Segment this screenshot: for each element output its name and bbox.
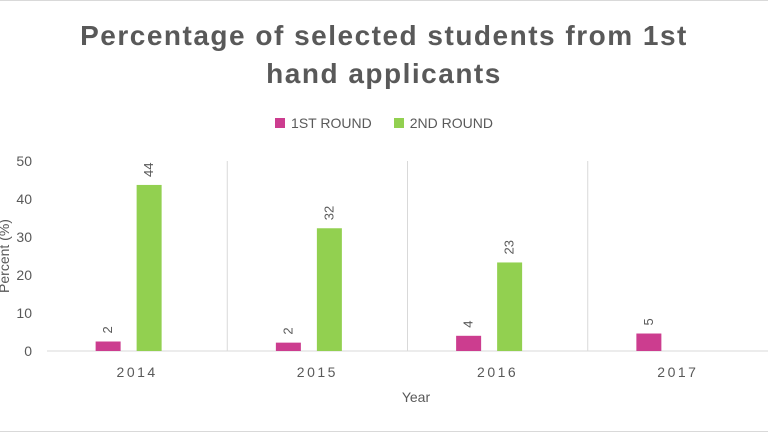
y-axis-title: Percent (%) xyxy=(0,219,12,293)
y-tick-label: 40 xyxy=(16,191,32,207)
data-label: 32 xyxy=(321,206,336,220)
data-label: 5 xyxy=(641,318,656,325)
bar-2nd-round xyxy=(136,184,162,351)
y-tick-label: 10 xyxy=(16,305,32,321)
data-label: 23 xyxy=(502,240,517,254)
legend-item-1st-round: 1ST ROUND xyxy=(275,115,372,131)
y-tick-label: 30 xyxy=(16,229,32,245)
chart-title-line1: Percentage of selected students from 1st xyxy=(80,20,688,51)
x-axis-title: Year xyxy=(402,389,431,405)
x-tick-label: 2015 xyxy=(297,364,338,380)
x-tick-label: 2014 xyxy=(117,364,158,380)
bar-2nd-round xyxy=(316,228,342,351)
bar-1st-round xyxy=(636,333,662,351)
bar-1st-round xyxy=(456,335,482,351)
x-tick-label: 2017 xyxy=(657,364,698,380)
data-label: 4 xyxy=(461,321,476,328)
data-label: 2 xyxy=(100,326,115,333)
bar-1st-round xyxy=(275,342,301,351)
bar-1st-round xyxy=(95,341,121,351)
legend-label-2nd-round: 2ND ROUND xyxy=(409,115,493,131)
legend-label-1st-round: 1ST ROUND xyxy=(291,115,372,131)
x-tick-label: 2016 xyxy=(477,364,518,380)
legend-item-2nd-round: 2ND ROUND xyxy=(393,115,493,131)
y-tick-label: 0 xyxy=(24,343,32,359)
chart-title-line2: hand applicants xyxy=(266,58,502,89)
data-label: 2 xyxy=(280,327,295,334)
data-label: 44 xyxy=(141,162,156,176)
y-tick-label: 20 xyxy=(16,267,32,283)
chart-title: Percentage of selected students from 1st… xyxy=(0,17,768,93)
y-tick-label: 50 xyxy=(16,153,32,169)
chart-legend: 1ST ROUND 2ND ROUND xyxy=(0,115,768,131)
legend-swatch-1st-round xyxy=(275,118,286,128)
legend-swatch-2nd-round xyxy=(393,118,404,128)
bar-2nd-round xyxy=(497,262,523,351)
